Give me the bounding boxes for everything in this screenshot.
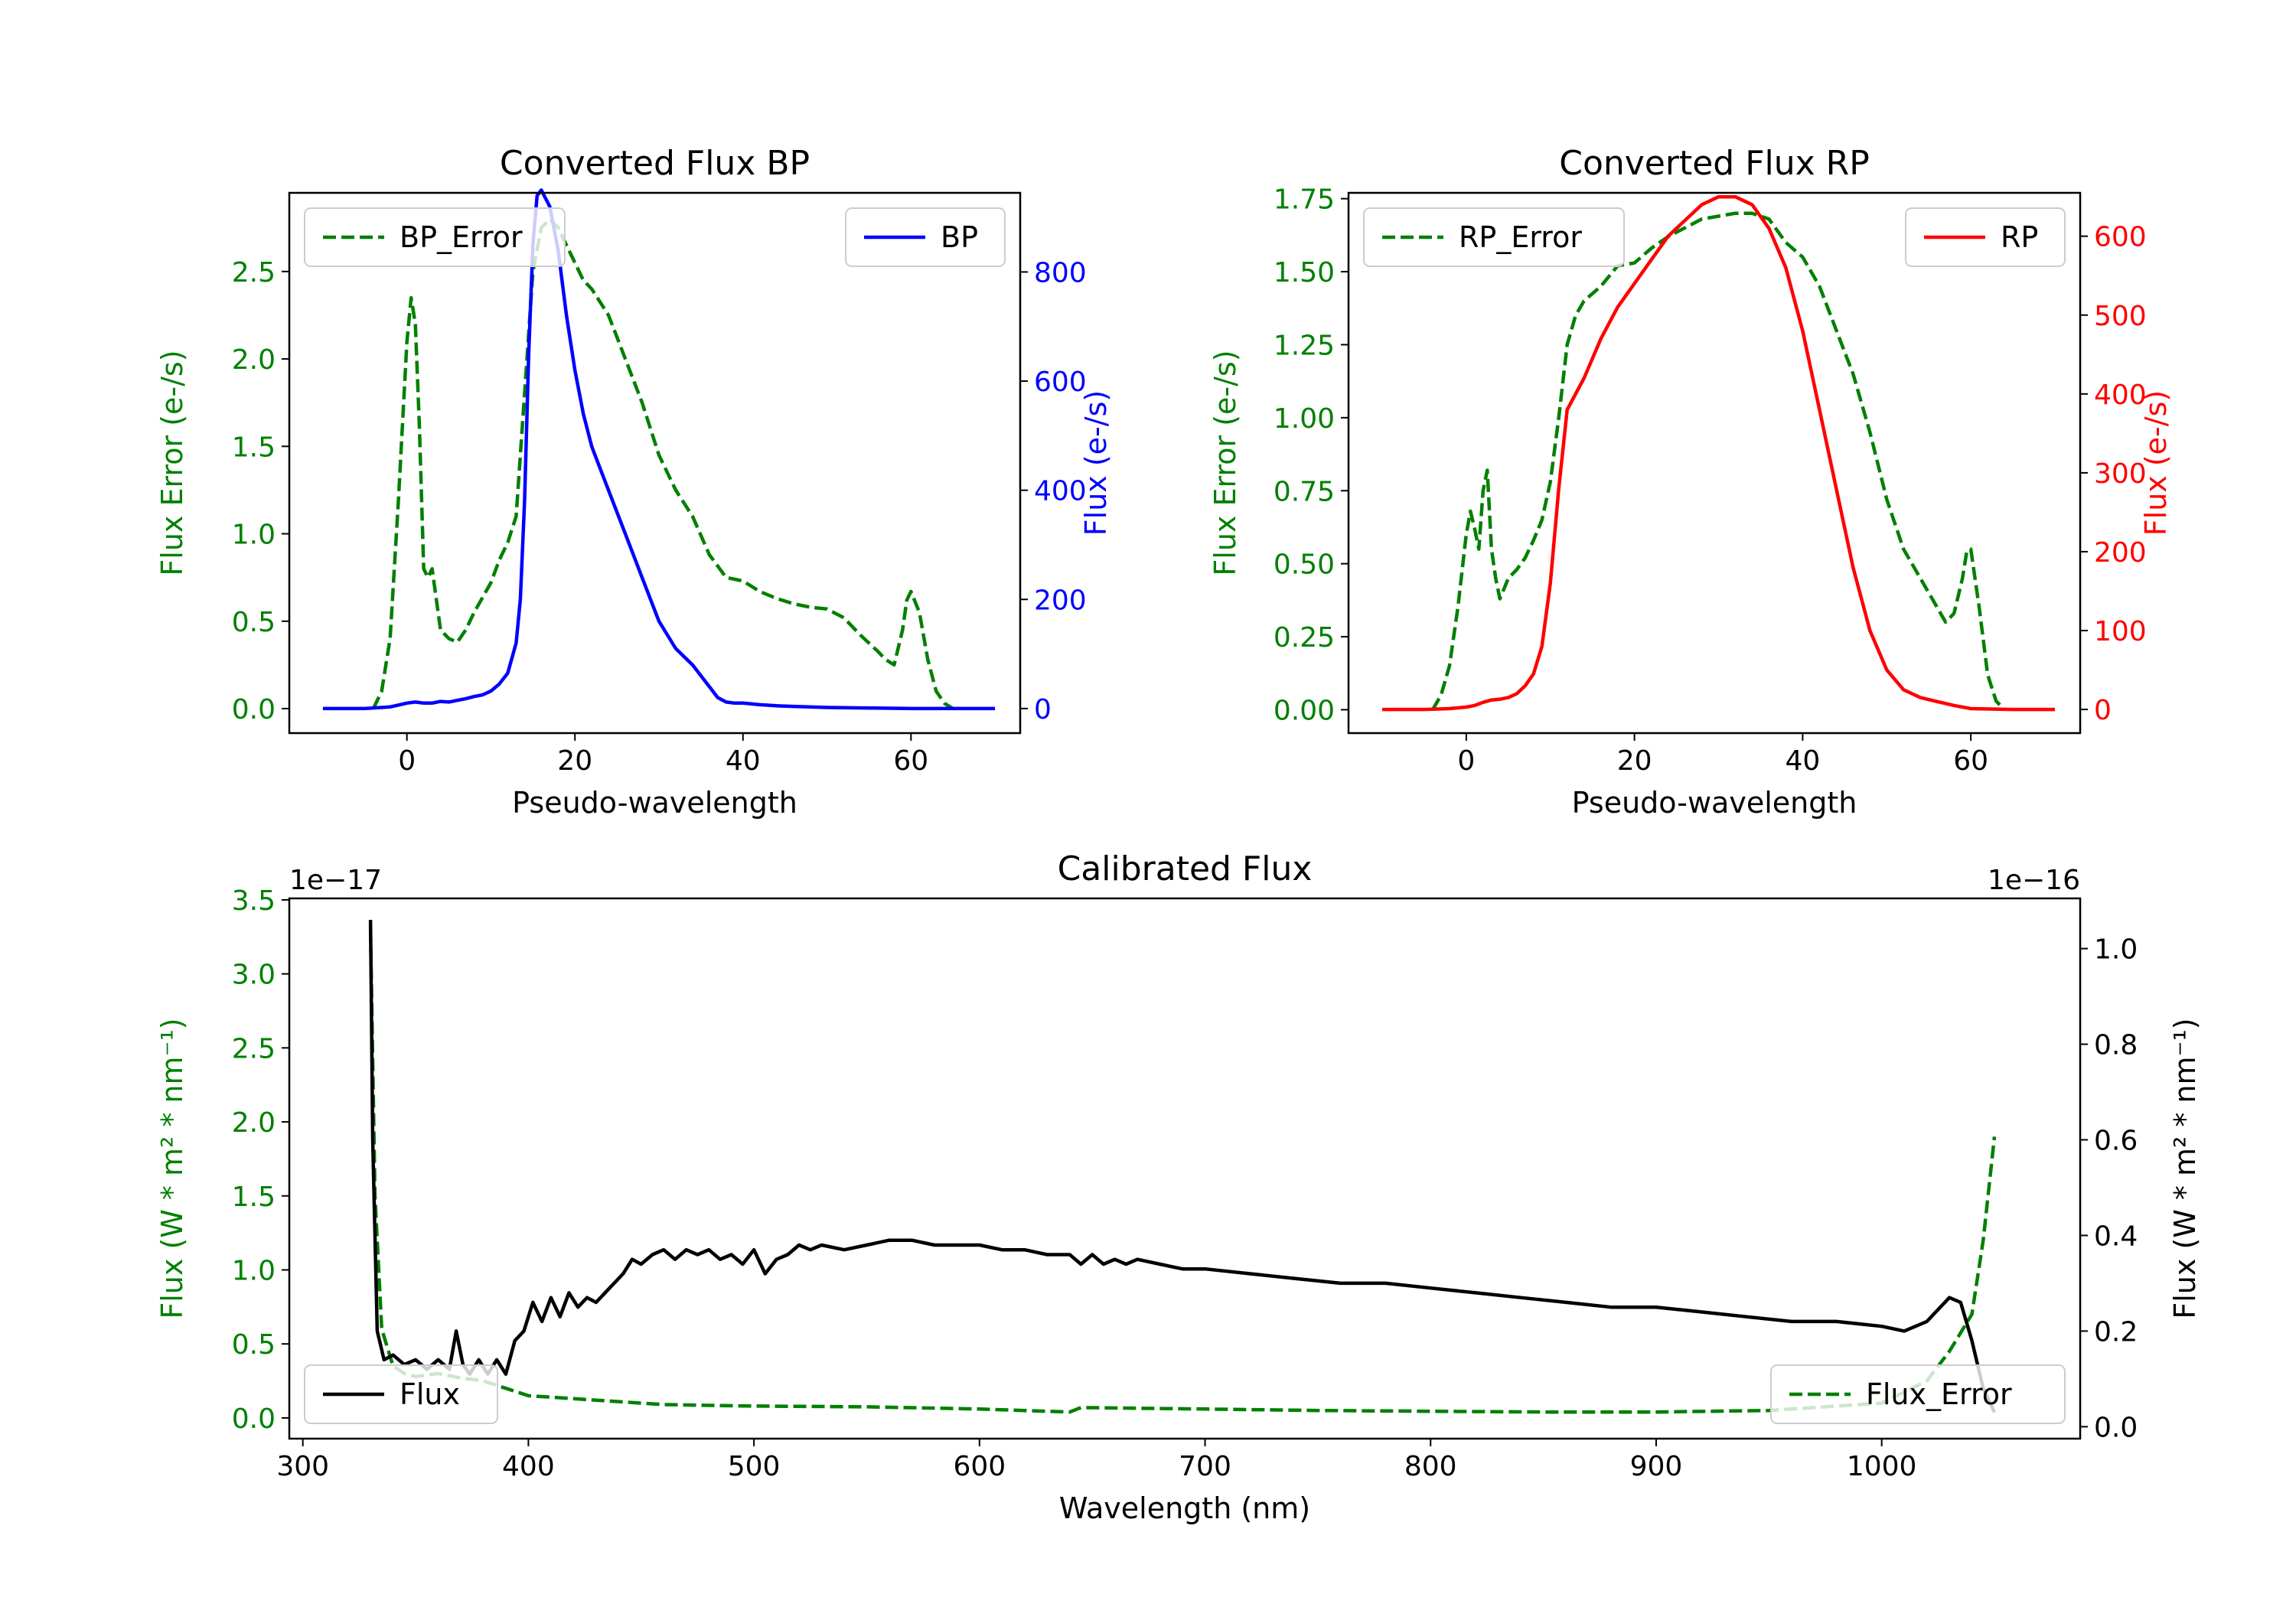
right-tick-label: 400	[1034, 476, 1087, 507]
plot-frame	[288, 191, 1022, 735]
right-tick-label: 300	[2094, 458, 2147, 490]
x-tick-label: 20	[1617, 745, 1652, 777]
left-tick-label: 0.0	[232, 694, 276, 725]
left-tick-label: 0.50	[1274, 549, 1335, 581]
right-tick-label: 200	[1034, 585, 1087, 616]
left-tick-label: 2.5	[232, 1033, 276, 1064]
right-tick-label: 500	[2094, 301, 2147, 332]
left-tick-label: 0.0	[232, 1403, 276, 1435]
left-tick-label: 2.5	[232, 257, 276, 288]
right-tick-label: 1.0	[2094, 934, 2138, 966]
legend-label: Flux	[400, 1377, 460, 1411]
left-tick-label: 0.5	[232, 1329, 276, 1361]
x-tick-label: 700	[1179, 1451, 1231, 1482]
x-tick-label: 60	[893, 745, 928, 777]
x-axis-label: Wavelength (nm)	[1059, 1491, 1310, 1525]
legend-label: Flux_Error	[1866, 1377, 2012, 1411]
left-tick-label: 1.25	[1274, 330, 1335, 361]
left-tick-label: 1.75	[1274, 184, 1335, 216]
chart-title: Converted Flux BP	[500, 144, 810, 183]
legend-box	[304, 1364, 498, 1424]
x-tick-label: 0	[398, 745, 416, 777]
x-tick-label: 40	[1785, 745, 1820, 777]
right-tick-label: 800	[1034, 257, 1087, 288]
legend-box	[304, 207, 566, 267]
left-tick-label: 1.5	[232, 1182, 276, 1213]
x-axis-label: Pseudo-wavelength	[512, 786, 797, 820]
series-line-bp	[322, 188, 996, 711]
x-tick-label: 600	[953, 1451, 1006, 1482]
legend-rp-error: RP_Error	[1363, 207, 1625, 267]
x-tick-label: 400	[502, 1451, 555, 1482]
chart-title: Converted Flux RP	[1559, 144, 1870, 183]
x-tick-label: 900	[1630, 1451, 1683, 1482]
right-tick-label: 600	[1034, 367, 1087, 398]
left-tick-label: 0.25	[1274, 622, 1335, 654]
chart-title: Calibrated Flux	[1058, 849, 1313, 888]
left-axis-label: Flux Error (e-/s)	[155, 350, 189, 575]
left-tick-label: 1.0	[232, 1255, 276, 1286]
left-tick-label: 1.50	[1274, 257, 1335, 288]
series-line-bp-error	[371, 217, 954, 710]
left-tick-label: 3.0	[232, 960, 276, 991]
series-line-rp	[1382, 194, 2055, 712]
right-offset-label: 1e−16	[1988, 865, 2080, 896]
chart-cal: Calibrated Flux 300 400 500 600 700 800 900 1000…	[155, 849, 2202, 1525]
x-tick-label: 1000	[1847, 1451, 1917, 1482]
left-tick-label: 1.00	[1274, 403, 1335, 435]
left-tick-label: 1.5	[232, 432, 276, 463]
left-tick-label: 2.0	[232, 1107, 276, 1139]
right-axis-label: Flux (W * m² * nm⁻¹)	[2168, 1018, 2202, 1319]
right-tick-label: 0.8	[2094, 1030, 2138, 1061]
legend-bp-error: BP_Error	[304, 207, 566, 267]
right-tick-label: 400	[2094, 380, 2147, 411]
right-axis-label: Flux (e-/s)	[2139, 390, 2173, 536]
right-tick-label: 600	[2094, 222, 2147, 253]
legend-label: BP	[941, 220, 978, 254]
left-axis-label: Flux (W * m² * nm⁻¹)	[155, 1018, 189, 1319]
chart-rp: Converted Flux RP 0 20 40 60 Pseudo-wavelengt…	[1208, 144, 2173, 820]
left-tick-label: 1.0	[232, 520, 276, 551]
left-tick-label: 2.0	[232, 344, 276, 376]
series-line-rp-error	[1430, 211, 2006, 712]
right-tick-label: 0.4	[2094, 1221, 2138, 1252]
legend-flux-error: Flux_Error	[1770, 1364, 2066, 1424]
series-line-flux-error	[368, 929, 1997, 1414]
x-tick-label: 0	[1457, 745, 1475, 777]
legend-rp: RP	[1905, 207, 2066, 267]
x-tick-label: 800	[1404, 1451, 1457, 1482]
left-tick-label: 0.75	[1274, 476, 1335, 507]
x-axis-label: Pseudo-wavelength	[1572, 786, 1857, 820]
right-tick-label: 0	[2094, 695, 2112, 726]
left-tick-label: 3.5	[232, 885, 276, 917]
legend-label: RP	[2001, 220, 2038, 254]
x-tick-label: 300	[276, 1451, 329, 1482]
legend-box	[1363, 207, 1625, 267]
left-tick-label: 0.5	[232, 607, 276, 638]
left-offset-label: 1e−17	[289, 865, 382, 896]
right-tick-label: 0	[1034, 694, 1052, 725]
legend-bp: BP	[845, 207, 1006, 267]
chart-bp: Converted Flux BP 0 20 40 60 Pseudo-wavelengt…	[155, 144, 1113, 820]
right-tick-label: 0.2	[2094, 1316, 2138, 1348]
x-tick-label: 60	[1953, 745, 1988, 777]
legend-label: BP_Error	[400, 220, 523, 254]
plot-frame	[288, 897, 2082, 1440]
right-tick-label: 200	[2094, 537, 2147, 569]
legend-flux: Flux	[304, 1364, 498, 1424]
plot-frame	[1347, 191, 2082, 735]
right-tick-label: 0.6	[2094, 1126, 2138, 1157]
x-tick-label: 40	[726, 745, 761, 777]
left-tick-label: 0.00	[1274, 695, 1335, 726]
series-line-flux	[368, 920, 1997, 1413]
left-axis-label: Flux Error (e-/s)	[1208, 350, 1242, 575]
right-tick-label: 100	[2094, 616, 2147, 647]
right-tick-label: 0.0	[2094, 1412, 2138, 1443]
legend-box	[1770, 1364, 2066, 1424]
right-axis-label: Flux (e-/s)	[1079, 390, 1113, 536]
legend-label: RP_Error	[1459, 220, 1582, 254]
x-tick-label: 20	[557, 745, 592, 777]
x-tick-label: 500	[728, 1451, 781, 1482]
